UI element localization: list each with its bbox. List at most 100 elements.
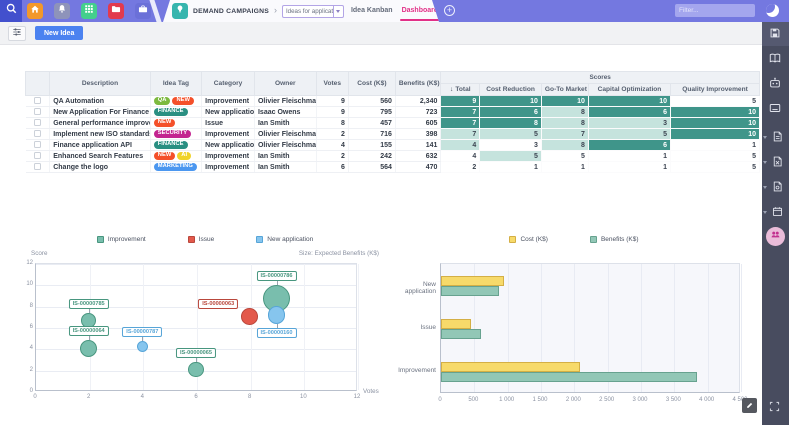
- idea-owner: Olivier Fleischmann: [254, 95, 317, 107]
- table-row[interactable]: General performance improvementNEW IssueI…: [25, 117, 760, 129]
- column-header[interactable]: Go-To Market: [540, 83, 589, 96]
- row-checkbox[interactable]: [33, 152, 41, 160]
- bubble-point[interactable]: [136, 340, 148, 352]
- gridline: [197, 264, 198, 390]
- y-tick-label: 12: [26, 260, 33, 266]
- portfolio-button[interactable]: [135, 3, 151, 19]
- bubble-point-label[interactable]: IS-00000063: [198, 298, 239, 309]
- y-tick-label: 0: [29, 388, 33, 394]
- bubble-size-note: Size: Expected Benefits (K$): [298, 250, 379, 257]
- column-header[interactable]: Idea Tag: [149, 71, 203, 96]
- table-row[interactable]: Implement new ISO standards SECURITY Impro…: [25, 128, 760, 140]
- bar-benefits[interactable]: [441, 329, 482, 339]
- idea-votes: 2: [316, 128, 349, 140]
- idea-owner: Olivier Fleischmann: [254, 139, 317, 151]
- score-cell: 7: [440, 128, 481, 140]
- fullscreen-icon[interactable]: [768, 400, 783, 415]
- score-cell: 10: [670, 128, 760, 140]
- files-button[interactable]: [108, 3, 124, 19]
- table-row[interactable]: Change the logo MARKETING Improvement Ian S…: [25, 161, 760, 173]
- column-header[interactable]: Owner: [253, 71, 317, 96]
- edit-dashboard-button[interactable]: [742, 398, 757, 413]
- column-header[interactable]: Cost Reduction: [479, 83, 542, 96]
- row-checkbox[interactable]: [33, 108, 41, 116]
- bubble-point-label[interactable]: IS-00000786: [256, 270, 297, 281]
- users-avatar[interactable]: [766, 227, 785, 246]
- label-connector: [276, 324, 278, 329]
- legend-swatch: [509, 236, 517, 243]
- idea-category: Improvement: [201, 161, 255, 173]
- add-tab-button[interactable]: +: [444, 5, 455, 16]
- filter-input[interactable]: [675, 4, 755, 17]
- bubble-point[interactable]: [241, 307, 259, 325]
- export-ppt-icon[interactable]: [771, 180, 786, 195]
- row-checkbox[interactable]: [33, 141, 41, 149]
- bar-cost[interactable]: [441, 362, 580, 373]
- legend-item[interactable]: New application: [256, 236, 313, 243]
- save-icon[interactable]: [768, 26, 783, 41]
- notifications-button[interactable]: [54, 3, 70, 19]
- moon-icon[interactable]: [766, 4, 779, 17]
- row-checkbox[interactable]: [33, 163, 41, 171]
- score-cell: 8: [540, 139, 589, 151]
- column-header[interactable]: Cost (K$): [347, 71, 396, 96]
- score-cell: 4: [440, 150, 481, 162]
- apps-button[interactable]: [81, 3, 97, 19]
- bubble-point-label[interactable]: IS-00000065: [175, 347, 217, 358]
- search-button[interactable]: [0, 0, 22, 22]
- column-header[interactable]: Benefits (K$): [394, 71, 442, 96]
- legend-item[interactable]: Issue: [187, 236, 215, 243]
- row-checkbox[interactable]: [33, 119, 41, 127]
- export-excel-icon[interactable]: [771, 155, 786, 170]
- bar-benefits[interactable]: [441, 372, 697, 383]
- bar-cost[interactable]: [441, 319, 472, 329]
- bubble-point[interactable]: [80, 339, 98, 357]
- column-header[interactable]: Description: [49, 71, 151, 96]
- robot-icon[interactable]: [768, 76, 783, 91]
- bubble-point-label[interactable]: IS-00000160: [256, 328, 297, 339]
- row-checkbox[interactable]: [33, 130, 41, 138]
- idea-votes: 4: [316, 139, 349, 151]
- bubble-point-label[interactable]: IS-00000064: [68, 325, 109, 336]
- display-icon[interactable]: [768, 101, 783, 116]
- x-tick-label: 4: [140, 394, 144, 400]
- legend-item[interactable]: Cost (K$): [509, 236, 548, 243]
- legend-item[interactable]: Benefits (K$): [589, 236, 639, 243]
- idea-board-selector[interactable]: Ideas for applicat...: [282, 5, 344, 18]
- new-idea-button[interactable]: New Idea: [35, 26, 84, 40]
- bell-icon: [56, 2, 68, 20]
- table-row[interactable]: QA Automation QA NEW Improvement Olivier Fle…: [25, 95, 760, 107]
- column-header[interactable]: Capital Optimization: [587, 83, 672, 96]
- bar-benefits[interactable]: [441, 285, 499, 296]
- active-context-tab: DEMAND CAMPAIGNS › Ideas for applicat...…: [163, 0, 439, 22]
- gridline: [707, 264, 709, 392]
- bubble-point[interactable]: [188, 361, 204, 378]
- tab-idea-kanban[interactable]: Idea Kanban: [350, 7, 393, 14]
- legend-item[interactable]: Improvement: [96, 236, 146, 243]
- score-cell: 6: [587, 139, 672, 151]
- table-row[interactable]: Enhanced Search Features NEW AI Improvement…: [25, 150, 760, 162]
- calendar-icon[interactable]: [771, 205, 786, 220]
- bar-cost[interactable]: [441, 275, 505, 286]
- bubble-point-label[interactable]: IS-00000787: [122, 326, 163, 337]
- legend-label: Issue: [198, 236, 215, 243]
- column-header[interactable]: ↓ Total: [440, 83, 481, 96]
- column-header[interactable]: Quality Improvement: [670, 83, 760, 96]
- sliders-icon: [11, 26, 23, 41]
- bubble-point[interactable]: [262, 284, 291, 312]
- chevron-right-icon: ›: [273, 5, 277, 15]
- tab-dashboard[interactable]: Dashboard: [400, 0, 441, 22]
- column-header[interactable]: Category: [201, 71, 255, 96]
- table-row[interactable]: New Application For Finance FINANCE New ap…: [25, 106, 760, 118]
- row-checkbox[interactable]: [33, 97, 41, 105]
- book-icon[interactable]: [768, 51, 783, 66]
- table-row[interactable]: Finance application API FINANCE New applic…: [25, 139, 760, 151]
- table-settings-button[interactable]: [8, 25, 26, 41]
- export-pdf-icon[interactable]: [771, 130, 786, 145]
- breadcrumb[interactable]: DEMAND CAMPAIGNS: [193, 7, 269, 15]
- x-tick-label: 3 000: [632, 397, 648, 403]
- bubble-point[interactable]: [267, 306, 286, 325]
- column-header[interactable]: Votes: [315, 71, 349, 96]
- bubble-point-label[interactable]: IS-00000785: [68, 299, 109, 310]
- home-button[interactable]: [27, 3, 43, 19]
